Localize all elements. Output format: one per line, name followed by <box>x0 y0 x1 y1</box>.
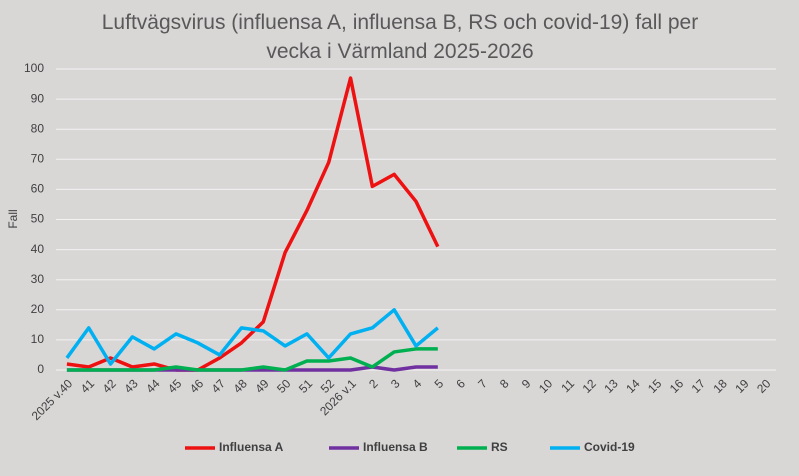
x-tick-label: 50 <box>274 376 294 396</box>
y-tick-label: 10 <box>31 332 45 346</box>
x-tick-label: 10 <box>536 376 556 396</box>
x-tick-label: 48 <box>230 376 250 396</box>
x-tick-label: 5 <box>432 376 447 391</box>
x-tick-label: 41 <box>78 376 98 396</box>
x-tick-label: 6 <box>453 376 468 391</box>
x-tick-label: 11 <box>558 376 577 395</box>
legend-label: Covid-19 <box>584 440 635 454</box>
y-tick-label: 80 <box>31 121 45 135</box>
y-tick-label: 70 <box>31 151 45 165</box>
y-tick-label: 60 <box>31 182 45 196</box>
y-tick-label: 100 <box>24 61 44 75</box>
chart-title: Luftvägsvirus (influensa A, influensa B,… <box>101 11 699 63</box>
legend-item: Influensa A <box>185 440 284 454</box>
x-tick-label: 17 <box>689 376 709 396</box>
x-tick-label: 15 <box>645 376 665 396</box>
legend-label: Influensa B <box>363 440 428 454</box>
x-tick-label: 49 <box>252 376 272 396</box>
x-tick-label: 44 <box>143 376 163 396</box>
x-tick-label: 46 <box>187 376 207 396</box>
y-axis-label: Fall <box>6 209 20 228</box>
legend-item: Covid-19 <box>550 440 635 454</box>
x-tick-label: 3 <box>388 376 403 391</box>
series-line <box>66 76 440 372</box>
legend-item: Influensa B <box>329 440 428 454</box>
y-tick-label: 20 <box>31 302 45 316</box>
legend-item: RS <box>457 440 508 454</box>
x-tick-label: 2 <box>366 376 381 391</box>
x-tick-label: 4 <box>410 376 425 391</box>
legend-label: Influensa A <box>219 440 284 454</box>
series-line <box>65 308 439 366</box>
y-tick-label: 40 <box>31 242 45 256</box>
x-tick-label: 9 <box>519 376 534 391</box>
x-tick-label: 43 <box>121 376 141 396</box>
x-tick-label: 16 <box>667 376 687 396</box>
y-tick-label: 0 <box>37 362 44 376</box>
y-tick-label: 90 <box>31 91 45 105</box>
x-tick-label: 20 <box>754 376 774 396</box>
x-tick-label: 42 <box>100 376 120 396</box>
y-tick-label: 50 <box>31 212 45 226</box>
y-tick-label: 30 <box>31 272 45 286</box>
series-line <box>66 347 438 372</box>
x-tick-label: 14 <box>623 376 643 396</box>
x-tick-label: 12 <box>580 376 600 396</box>
legend-label: RS <box>491 440 508 454</box>
x-tick-label: 7 <box>475 376 490 391</box>
x-tick-label: 2025 v.40 <box>29 376 76 423</box>
x-tick-label: 18 <box>710 376 730 396</box>
x-tick-label: 45 <box>165 376 185 396</box>
x-tick-label: 51 <box>296 376 316 396</box>
x-tick-label: 19 <box>732 376 752 396</box>
x-tick-label: 8 <box>497 376 512 391</box>
x-tick-label: 13 <box>601 376 621 396</box>
x-tick-label: 47 <box>209 376 229 396</box>
